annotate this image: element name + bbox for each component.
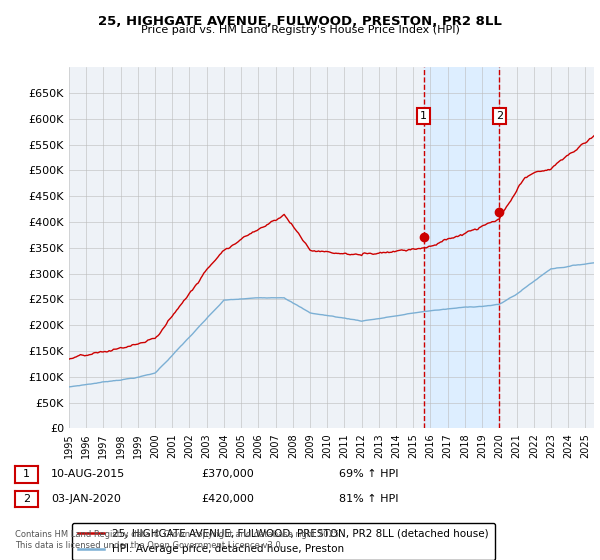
Text: 03-JAN-2020: 03-JAN-2020 bbox=[51, 494, 121, 504]
Text: 1: 1 bbox=[420, 111, 427, 121]
Text: 25, HIGHGATE AVENUE, FULWOOD, PRESTON, PR2 8LL: 25, HIGHGATE AVENUE, FULWOOD, PRESTON, P… bbox=[98, 15, 502, 27]
Text: Contains HM Land Registry data © Crown copyright and database right 2025.
This d: Contains HM Land Registry data © Crown c… bbox=[15, 530, 341, 550]
Text: Price paid vs. HM Land Registry's House Price Index (HPI): Price paid vs. HM Land Registry's House … bbox=[140, 25, 460, 35]
Bar bbox=[424, 67, 499, 428]
Text: 2: 2 bbox=[23, 494, 30, 504]
Text: 69% ↑ HPI: 69% ↑ HPI bbox=[339, 469, 398, 479]
Text: 10-AUG-2015: 10-AUG-2015 bbox=[51, 469, 125, 479]
Text: 81% ↑ HPI: 81% ↑ HPI bbox=[339, 494, 398, 504]
Text: 2: 2 bbox=[496, 111, 503, 121]
Legend: 25, HIGHGATE AVENUE, FULWOOD, PRESTON, PR2 8LL (detached house), HPI: Average pr: 25, HIGHGATE AVENUE, FULWOOD, PRESTON, P… bbox=[71, 522, 495, 560]
Text: £370,000: £370,000 bbox=[201, 469, 254, 479]
Text: £420,000: £420,000 bbox=[201, 494, 254, 504]
Text: 1: 1 bbox=[23, 469, 30, 479]
